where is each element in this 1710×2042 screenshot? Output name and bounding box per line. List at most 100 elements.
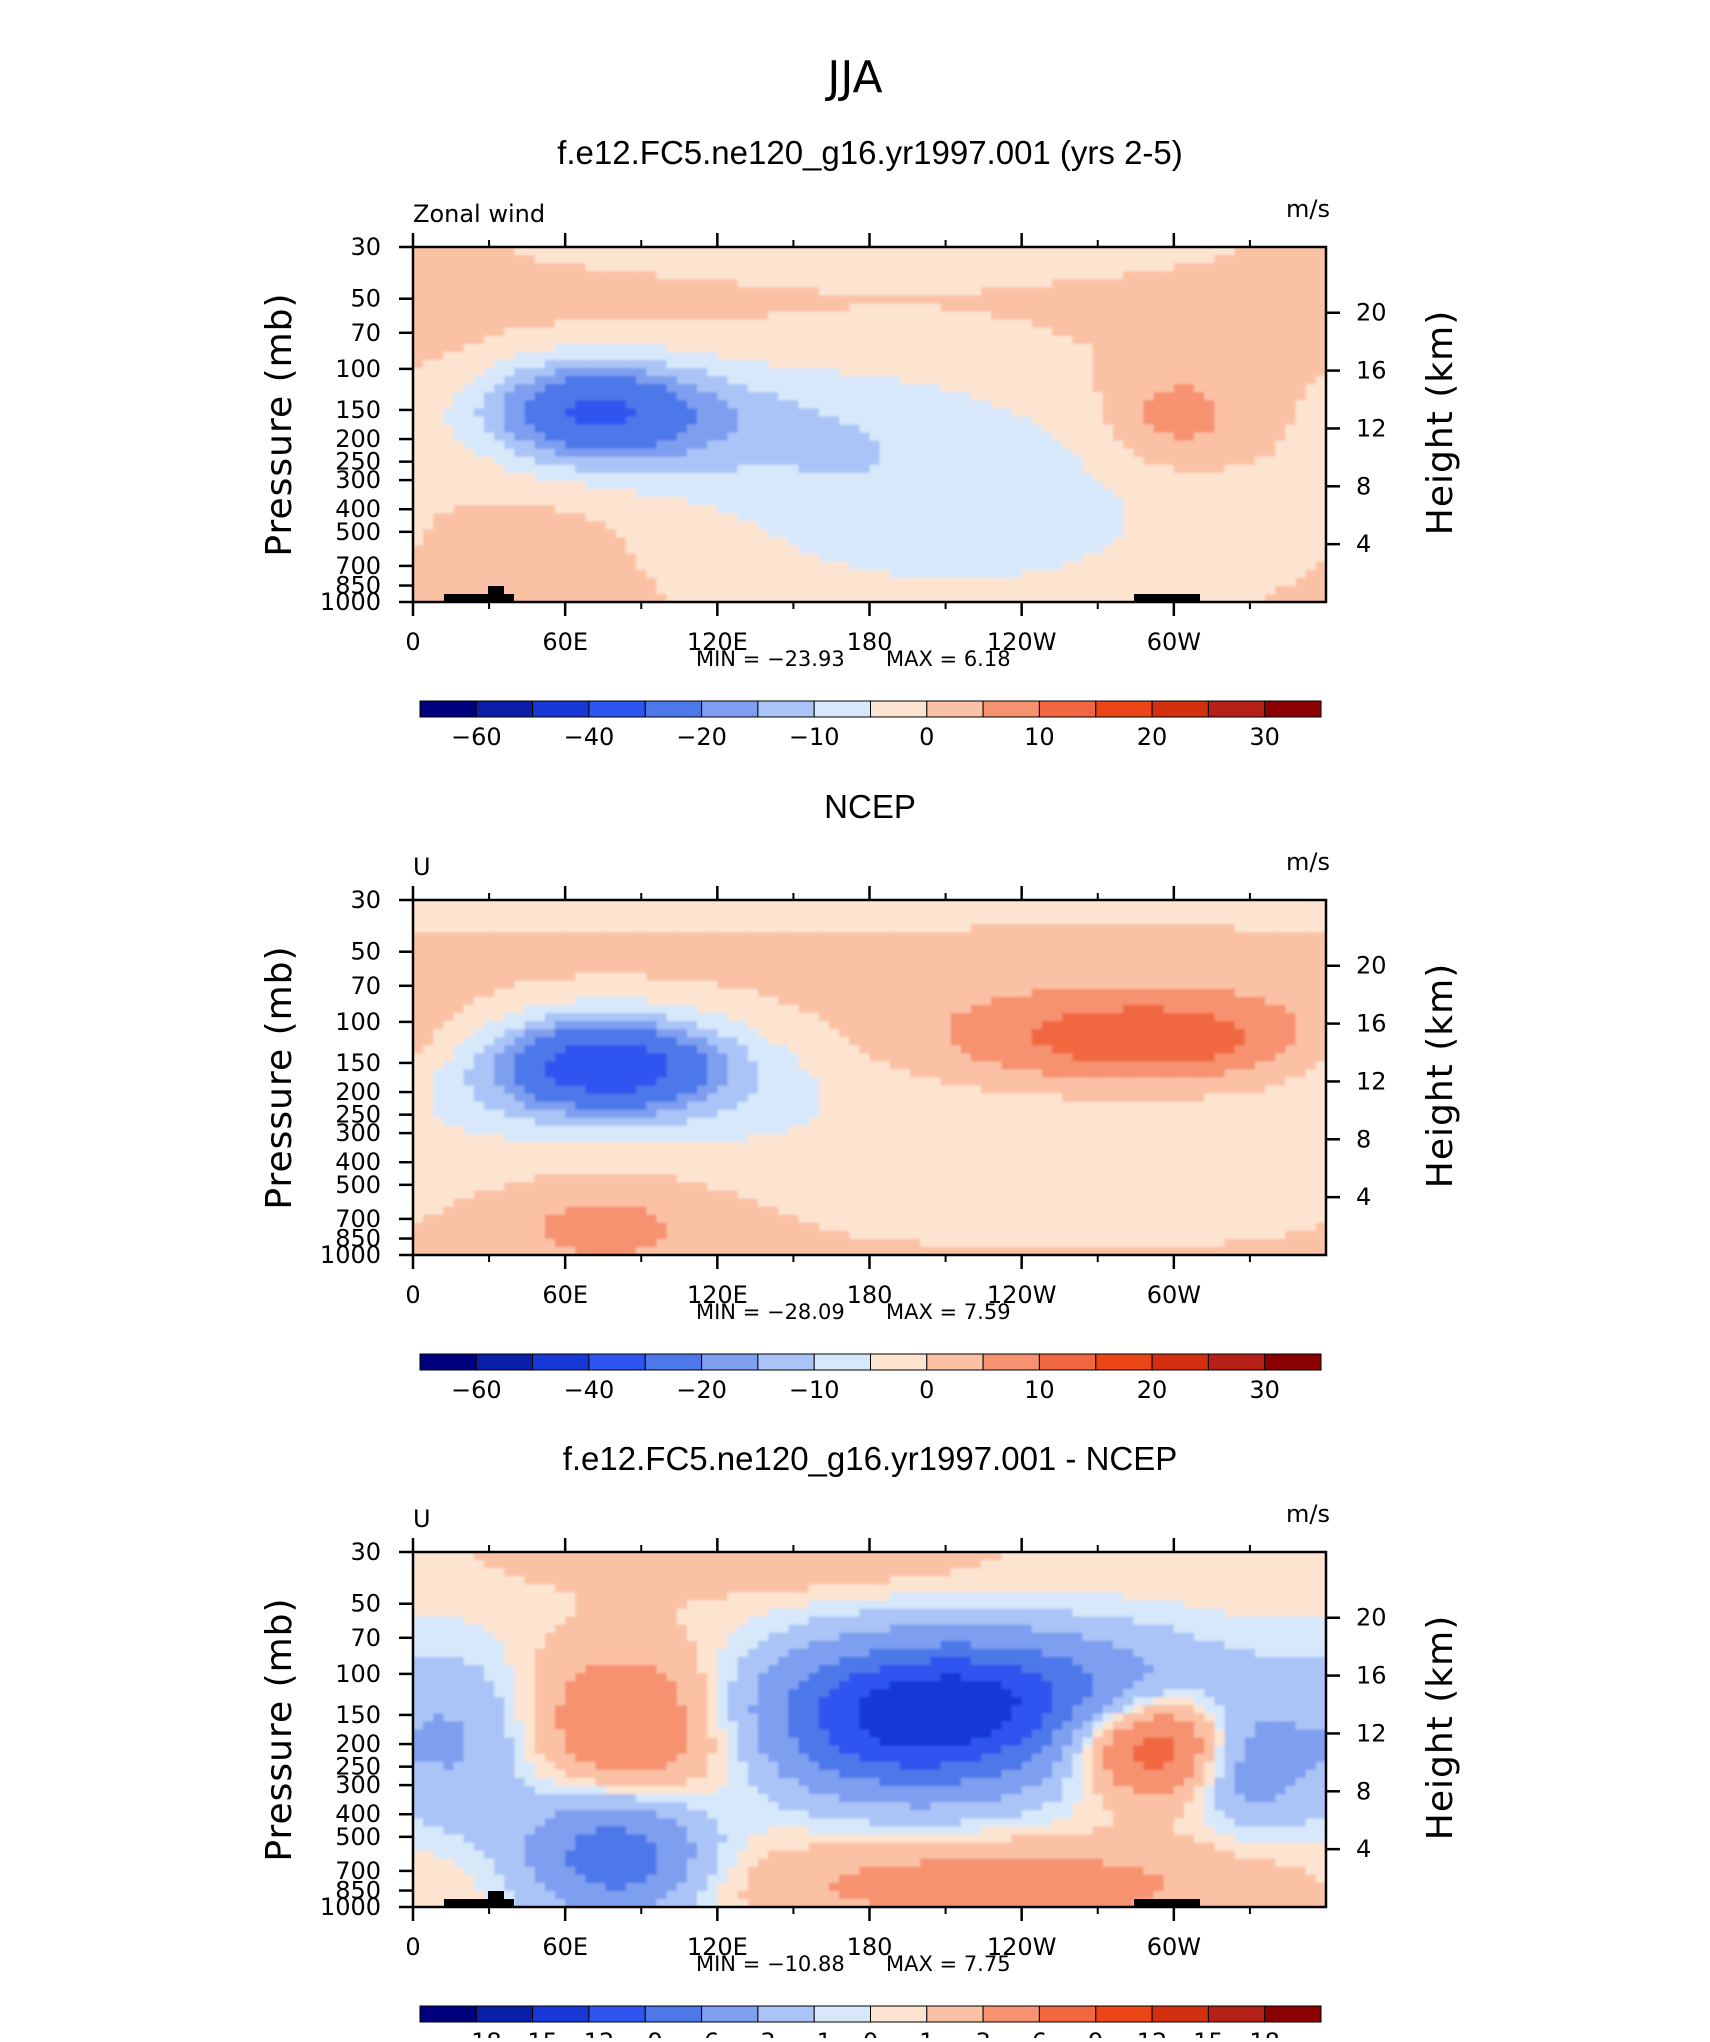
contour-cell [1042,570,1053,579]
contour-cell [474,287,485,296]
contour-cell [454,400,465,409]
contour-cell [1306,554,1317,563]
contour-cell [433,538,444,547]
contour-cell [443,1182,454,1191]
contour-cell [1164,400,1175,409]
contour-cell [991,376,1002,385]
contour-cell [890,255,901,264]
contour-cell [464,376,475,385]
contour-cell [890,360,901,369]
contour-cell [1296,344,1307,353]
contour-cell [443,900,454,909]
contour-cell [930,586,941,595]
contour-cell [636,400,647,409]
contour-cell [880,320,891,329]
contour-cell [545,263,556,272]
contour-cell [1154,344,1165,353]
contour-cell [1001,344,1012,353]
contour-cell [514,1013,525,1022]
contour-cell [423,1118,434,1127]
contour-cell [758,449,769,458]
contour-cell [565,529,576,538]
contour-cell [991,344,1002,353]
contour-cell [1032,263,1043,272]
panels: f.e12.FC5.ne120_g16.yr1997.001 (yrs 2-5)… [259,134,1461,2038]
contour-cell [443,997,454,1006]
colorbar-box [1096,701,1152,717]
contour-cell [413,279,424,288]
colorbar-label: 10 [1024,723,1055,751]
contour-cell [1012,425,1023,434]
contour-cell [880,570,891,579]
contour-cell [606,1239,617,1248]
contour-cell [535,1182,546,1191]
contour-cell [575,521,586,530]
contour-cell [809,497,820,506]
contour-cell [667,255,678,264]
contour-cell [423,521,434,530]
contour-cell [1255,304,1266,313]
contour-cell [991,312,1002,321]
contour-cell [494,948,505,957]
contour-cell [454,586,465,595]
contour-cell [728,416,739,425]
contour-cell [474,1094,485,1103]
contour-cell [555,997,566,1006]
contour-cell [423,328,434,337]
contour-cell [930,295,941,304]
contour-cell [413,965,424,974]
contour-cell [565,924,576,933]
contour-cell [870,489,881,498]
contour-cell [413,465,424,474]
contour-cell [1052,465,1063,474]
contour-cell [1062,481,1073,490]
contour-cell [991,578,1002,587]
contour-cell [961,529,972,538]
contour-cell [464,295,475,304]
contour-cell [890,376,901,385]
contour-cell [1032,344,1043,353]
contour-cell [1235,392,1246,401]
contour-cell [1022,344,1033,353]
contour-cell [1245,505,1256,514]
contour-cell [454,554,465,563]
contour-cell [433,1150,444,1159]
contour-cell [900,570,911,579]
contour-cell [636,344,647,353]
contour-cell [788,570,799,579]
contour-cell [1285,376,1296,385]
contour-cell [951,384,962,393]
contour-cell [707,586,718,595]
contour-cell [423,489,434,498]
contour-cell [1123,312,1134,321]
contour-cell [525,1061,536,1070]
contour-cell [1143,425,1154,434]
contour-cell [413,1215,424,1224]
contour-cell [1174,336,1185,345]
contour-cell [413,1086,424,1095]
contour-cell [738,570,749,579]
contour-cell [1225,408,1236,417]
contour-cell [596,586,607,595]
contour-cell [961,336,972,345]
contour-cell [1093,295,1104,304]
contour-cell [514,1215,525,1224]
contour-cell [991,392,1002,401]
contour-cell [758,271,769,280]
contour-cell [514,940,525,949]
contour-cell [474,1215,485,1224]
contour-cell [961,562,972,571]
contour-cell [870,344,881,353]
contour-cell [586,312,597,321]
contour-cell [1042,578,1053,587]
y2-axis-title: Height (km) [1420,310,1461,535]
contour-cell [464,1118,475,1127]
contour-cell [565,1158,576,1167]
contour-cell [484,1134,495,1143]
contour-cell [1083,408,1094,417]
contour-cell [1032,408,1043,417]
contour-cell [1052,360,1063,369]
contour-cell [1133,570,1144,579]
contour-cell [565,521,576,530]
contour-cell [839,271,850,280]
